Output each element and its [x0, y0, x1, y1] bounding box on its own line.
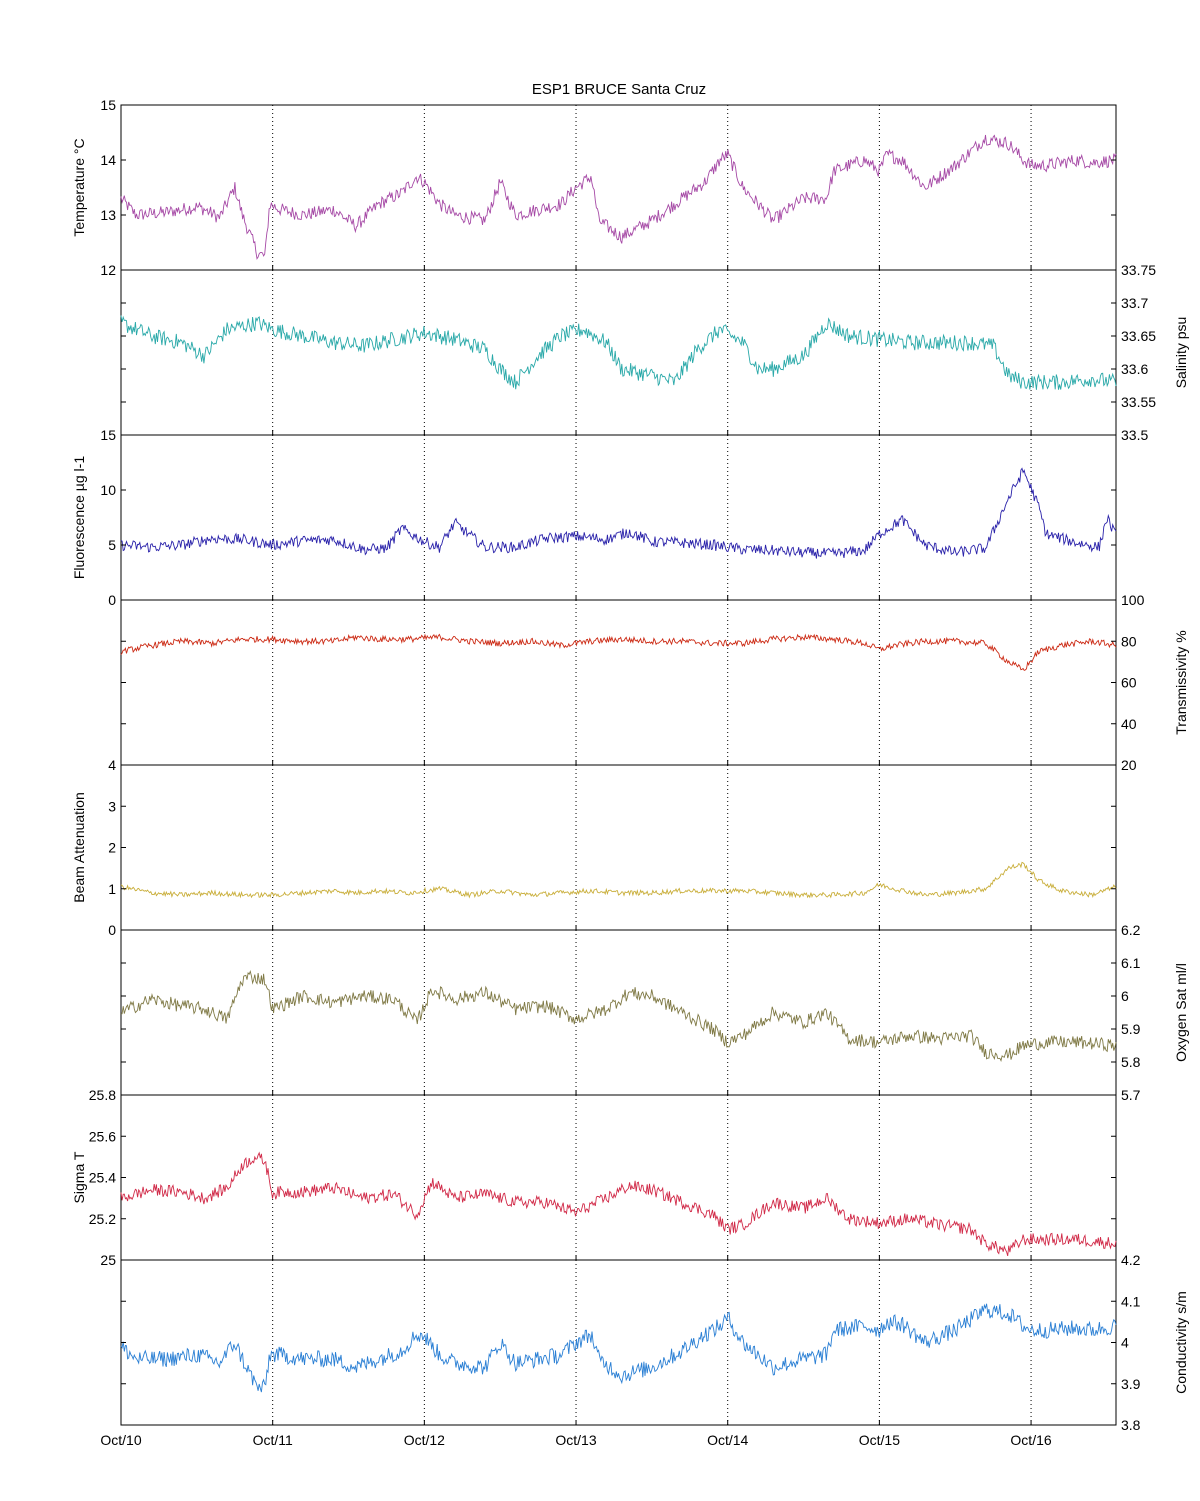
y-tick-label: 3.8	[1121, 1417, 1141, 1433]
y-tick-label: 4	[108, 757, 116, 773]
y-tick-label: 25.2	[89, 1211, 116, 1227]
data-series-line	[120, 134, 1117, 260]
y-tick-label: 12	[100, 262, 116, 278]
y-axis-label: Fluorescence µg l-1	[71, 456, 87, 579]
x-tick-label: Oct/13	[555, 1432, 596, 1448]
data-series-line	[120, 315, 1117, 390]
y-tick-label: 5.8	[1121, 1054, 1141, 1070]
y-tick-label: 4.2	[1121, 1252, 1141, 1268]
y-tick-label: 6.2	[1121, 922, 1141, 938]
y-tick-label: 3.9	[1121, 1376, 1141, 1392]
y-axis-label: Transmissivity %	[1173, 630, 1189, 735]
x-tick-label: Oct/11	[253, 1432, 293, 1448]
y-tick-label: 80	[1121, 633, 1137, 649]
data-series-line	[120, 970, 1117, 1062]
y-tick-label: 33.75	[1121, 262, 1156, 278]
y-tick-label: 33.65	[1121, 328, 1156, 344]
y-tick-label: 25.8	[89, 1087, 116, 1103]
y-tick-label: 5	[108, 537, 116, 553]
y-tick-label: 33.7	[1121, 295, 1148, 311]
y-tick-label: 4	[1121, 1335, 1129, 1351]
y-axis-label: Beam Attenuation	[71, 792, 87, 903]
panel-6: 6.2 6.1 6 5.9 5.8 5.7 Oxygen Sat ml/l	[120, 922, 1189, 1103]
y-tick-label: 33.55	[1121, 394, 1156, 410]
y-tick-label: 25	[100, 1252, 116, 1268]
panel-7: 25.8 25.6 25.4 25.2 25 Sigma T	[71, 1087, 1117, 1268]
y-tick-label: 25.6	[89, 1128, 116, 1144]
y-tick-label: 15	[100, 427, 116, 443]
chart-title: ESP1 BRUCE Santa Cruz	[532, 81, 706, 98]
data-series-line	[120, 633, 1117, 671]
y-tick-label: 3	[108, 798, 116, 814]
y-tick-label: 4.1	[1121, 1293, 1141, 1309]
y-tick-label: 2	[108, 840, 116, 856]
data-series-line	[120, 861, 1117, 899]
data-series-line	[120, 467, 1117, 559]
y-tick-label: 5.9	[1121, 1021, 1141, 1037]
panel-8: 4.2 4.1 4 3.9 3.8 Conductivity s/m	[120, 1252, 1189, 1433]
y-tick-label: 0	[108, 922, 116, 938]
y-tick-label: 14	[100, 152, 116, 168]
y-tick-label: 0	[108, 592, 116, 608]
y-tick-label: 20	[1121, 757, 1137, 773]
y-tick-label: 1	[108, 881, 116, 897]
y-axis-label: Sigma T	[71, 1151, 87, 1203]
y-tick-label: 13	[100, 207, 116, 223]
x-tick-label: Oct/12	[404, 1432, 445, 1448]
y-axis-label: Temperature °C	[71, 138, 87, 236]
data-series-line	[120, 1151, 1117, 1257]
data-series-line	[120, 1303, 1117, 1393]
x-tick-label: Oct/15	[859, 1432, 900, 1448]
y-tick-label: 33.5	[1121, 427, 1148, 443]
y-tick-label: 6	[1121, 988, 1129, 1004]
y-tick-label: 33.6	[1121, 361, 1148, 377]
x-tick-label: Oct/14	[707, 1432, 748, 1448]
y-axis-label: Conductivity s/m	[1173, 1291, 1189, 1394]
y-tick-label: 60	[1121, 675, 1137, 691]
y-tick-label: 10	[100, 482, 116, 498]
y-tick-label: 40	[1121, 716, 1137, 732]
y-axis-label: Salinity psu	[1173, 317, 1189, 389]
y-tick-label: 100	[1121, 592, 1145, 608]
x-tick-label: Oct/16	[1010, 1432, 1051, 1448]
y-tick-label: 15	[100, 97, 116, 113]
y-tick-label: 6.1	[1121, 955, 1141, 971]
y-axis-label: Oxygen Sat ml/l	[1173, 963, 1189, 1062]
x-tick-label: Oct/10	[100, 1432, 141, 1448]
y-tick-label: 5.7	[1121, 1087, 1141, 1103]
y-tick-label: 25.4	[89, 1170, 116, 1186]
